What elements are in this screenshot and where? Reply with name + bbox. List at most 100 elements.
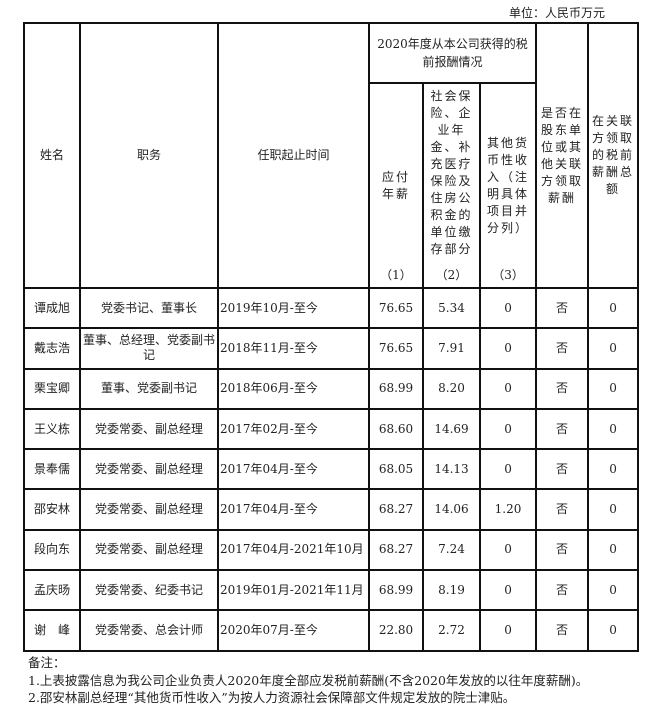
table-row: 谭成旭 党委书记、董事长 2019年10月-至今 76.65 5.34 0 否 0 — [23, 286, 640, 330]
cell-name: 谭成旭 — [23, 286, 81, 330]
header-position: 职务 — [79, 22, 219, 289]
cell-social: 7.91 — [422, 327, 481, 370]
header-related-flag-label: 是否在股东单位或其他关联方领取薪酬 — [541, 105, 584, 205]
header-salary-label: 应付年薪 — [381, 169, 410, 201]
note-2: 2.邵安林副总经理“其他货币性收入”为按人力资源社会保障部文件规定发放的院士津贴… — [28, 690, 516, 705]
table-row: 孟庆旸 党委常委、纪委书记 2019年01月-2021年11月 68.99 8.19 0 否… — [23, 569, 640, 612]
cell-position: 党委书记、董事长 — [79, 286, 219, 330]
notes-title: 备注： — [28, 655, 66, 670]
cell-name: 景奉儒 — [23, 448, 81, 491]
cell-related-flag: 否 — [535, 367, 590, 410]
compensation-table: 姓名 职务 任职起止时间 2020年度从本公司获得的税前报酬情况 是否在股东单位… — [23, 22, 640, 652]
cell-related-flag: 否 — [535, 407, 590, 451]
cell-social: 7.24 — [422, 528, 481, 572]
cell-tenure: 2017年04月-至今 — [217, 448, 370, 491]
cell-other: 0 — [478, 367, 538, 410]
cell-name: 谢 峰 — [23, 609, 81, 652]
cell-other: 0 — [478, 407, 538, 451]
cell-related-total: 0 — [587, 569, 640, 612]
cell-related-flag: 否 — [535, 448, 590, 491]
header-other: 其他货币性收入（注明具体项目并分列） （3） — [478, 82, 538, 289]
cell-tenure: 2018年06月-至今 — [217, 367, 370, 410]
header-social-label: 社会保险、企业年金、补充医疗保险及住房公积金的单位缴存部分 — [430, 89, 473, 256]
cell-social: 5.34 — [422, 286, 481, 330]
cell-salary: 22.80 — [368, 609, 424, 652]
header-social: 社会保险、企业年金、补充医疗保险及住房公积金的单位缴存部分 （2） — [422, 82, 481, 289]
cell-position: 董事、总经理、党委副书记 — [79, 327, 219, 370]
cell-salary: 68.99 — [368, 367, 424, 410]
cell-position: 党委常委、副总经理 — [79, 528, 219, 572]
cell-social: 14.69 — [422, 407, 481, 451]
table-row: 谢 峰党委常委、总会计师 2020年07月-至今 22.80 2.72 0 否 0 — [23, 609, 640, 652]
note-1: 1.上表披露信息为我公司企业负责人2020年度全部应发税前薪酬(不含2020年发… — [28, 672, 589, 688]
cell-salary: 68.27 — [368, 488, 424, 531]
header-salary-index: （1） — [380, 268, 412, 282]
cell-other: 1.20 — [478, 488, 538, 531]
table-row: 栗宝卿 董事、党委副书记 2018年06月-至今 68.99 8.20 0 否 0 — [23, 367, 640, 410]
header-other-index: （3） — [492, 268, 524, 282]
header-related-flag: 是否在股东单位或其他关联方领取薪酬 — [535, 22, 590, 289]
unit-label: 单位：人民币万元 — [508, 6, 605, 20]
cell-position: 党委常委、副总经理 — [79, 448, 219, 491]
cell-social: 8.19 — [422, 569, 481, 612]
cell-related-flag: 否 — [535, 327, 590, 370]
cell-related-flag: 否 — [535, 528, 590, 572]
cell-related-flag: 否 — [535, 609, 590, 652]
cell-social: 2.72 — [422, 609, 481, 652]
table-row: 邵安林 党委常委、副总经理 2017年04月-至今 68.27 14.06 1.20 否 0 — [23, 488, 640, 531]
cell-name: 段向东 — [23, 528, 81, 572]
cell-other: 0 — [478, 569, 538, 612]
table-row: 王义栋 党委常委、副总经理 2017年02月-至今 68.60 14.69 0 否 0 — [23, 407, 640, 451]
cell-salary: 68.05 — [368, 448, 424, 491]
cell-position: 党委常委、总会计师 — [79, 609, 219, 652]
cell-position: 董事、党委副书记 — [79, 367, 219, 410]
cell-social: 14.06 — [422, 488, 481, 531]
cell-salary: 68.60 — [368, 407, 424, 451]
cell-other: 0 — [478, 609, 538, 652]
cell-social: 8.20 — [422, 367, 481, 410]
header-other-label: 其他货币性收入（注明具体项目并分列） — [487, 135, 530, 235]
cell-salary: 76.65 — [368, 327, 424, 370]
cell-other: 0 — [478, 448, 538, 491]
cell-related-total: 0 — [587, 488, 640, 531]
cell-tenure: 2017年02月-至今 — [217, 407, 370, 451]
header-group-label: 2020年度从本公司获得的税前报酬情况 — [377, 37, 528, 69]
cell-related-total: 0 — [587, 407, 640, 451]
cell-name: 栗宝卿 — [23, 367, 81, 410]
cell-related-flag: 否 — [535, 286, 590, 330]
table-row: 景奉儒 党委常委、副总经理 2017年04月-至今 68.05 14.13 0 否 0 — [23, 448, 640, 491]
cell-salary: 68.27 — [368, 528, 424, 572]
cell-related-total: 0 — [587, 327, 640, 370]
cell-related-flag: 否 — [535, 488, 590, 531]
table-row: 戴志浩 董事、总经理、党委副书记 2018年11月-至今 76.65 7.91 0 否 0 — [23, 327, 640, 370]
table-row: 段向东 党委常委、副总经理 2017年04月-2021年10月 68.27 7.24 0 否… — [23, 528, 640, 572]
cell-position: 党委常委、纪委书记 — [79, 569, 219, 612]
cell-tenure: 2019年01月-2021年11月 — [217, 569, 370, 612]
header-group: 2020年度从本公司获得的税前报酬情况 — [367, 22, 538, 84]
header-name: 姓名 — [23, 22, 81, 289]
header-social-index: （2） — [435, 268, 468, 282]
cell-name: 王义栋 — [23, 407, 81, 451]
cell-related-total: 0 — [587, 286, 640, 330]
cell-related-total: 0 — [587, 448, 640, 491]
cell-name: 孟庆旸 — [23, 569, 81, 612]
cell-tenure: 2017年04月-至今 — [217, 488, 370, 531]
cell-other: 0 — [478, 528, 538, 572]
notes: 备注： 1.上表披露信息为我公司企业负责人2020年度全部应发税前薪酬(不含20… — [28, 654, 638, 707]
cell-tenure: 2017年04月-2021年10月 — [217, 528, 370, 572]
cell-social: 14.13 — [422, 448, 481, 491]
cell-other: 0 — [478, 327, 538, 370]
cell-tenure: 2020年07月-至今 — [217, 609, 370, 652]
header-related-total-label: 在关联方领取的税前薪酬总额 — [592, 114, 635, 196]
cell-salary: 76.65 — [368, 286, 424, 330]
cell-related-flag: 否 — [535, 569, 590, 612]
cell-tenure: 2018年11月-至今 — [217, 327, 370, 370]
cell-position: 党委常委、副总经理 — [79, 488, 219, 531]
cell-related-total: 0 — [587, 609, 640, 652]
header-related-total: 在关联方领取的税前薪酬总额 — [587, 22, 640, 289]
cell-other: 0 — [478, 286, 538, 330]
cell-name: 戴志浩 — [23, 327, 81, 370]
header-tenure: 任职起止时间 — [217, 22, 370, 289]
header-salary: 应付年薪 （1） — [368, 82, 424, 289]
cell-related-total: 0 — [587, 367, 640, 410]
